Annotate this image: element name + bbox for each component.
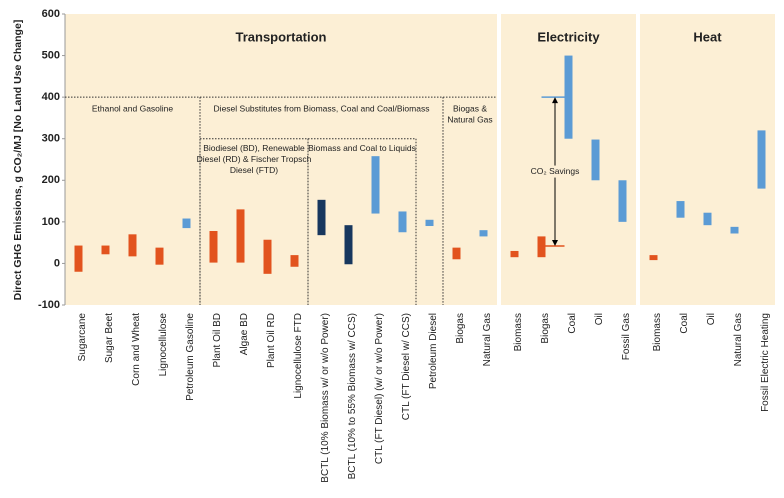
bar <box>676 201 685 218</box>
bar <box>182 218 191 229</box>
x-tick-label: Algae BD <box>239 313 250 355</box>
bar <box>344 225 353 265</box>
bar <box>537 236 546 258</box>
x-tick-label: Lignocellulose FTD <box>293 313 304 399</box>
bar <box>263 239 272 274</box>
y-axis-label: Direct GHG Emissions, g CO₂/MJ [No Land … <box>12 20 24 301</box>
annotation-label: CO₂ Savings <box>531 166 580 176</box>
x-tick-label: CTL (FT Diesel w/ CCS) <box>401 313 412 420</box>
bar <box>101 245 110 255</box>
bar <box>398 211 407 233</box>
bar <box>452 247 461 260</box>
y-tick-label: -100 <box>38 299 60 311</box>
x-tick-label: Lignocellulose <box>158 313 169 377</box>
y-tick-label: 600 <box>42 8 60 20</box>
subgroup-label: Diesel (FTD) <box>230 165 278 175</box>
panel-background <box>640 14 775 305</box>
panel-title: Electricity <box>537 29 600 44</box>
subgroup-label: Biodiesel (BD), Renewable <box>203 143 305 153</box>
bar <box>425 219 434 227</box>
bar <box>479 230 488 237</box>
x-tick-label: Biogas <box>540 313 551 344</box>
x-tick-label: Fossil Gas <box>621 313 632 360</box>
bar <box>209 231 218 263</box>
x-tick-label: Natural Gas <box>482 313 493 366</box>
x-tick-label: Oil <box>706 313 717 325</box>
x-tick-label: Corn and Wheat <box>131 313 142 386</box>
x-tick-label: Plant Oil BD <box>212 313 223 367</box>
x-tick-label: Sugarcane <box>77 313 88 362</box>
x-tick-label: BCTL (10% to 55% Biomass w/ CCS) <box>347 313 358 479</box>
x-tick-label: Biomass <box>513 313 524 351</box>
bar <box>591 139 600 181</box>
y-tick-label: 100 <box>42 216 60 228</box>
bar <box>618 180 627 222</box>
panel-title: Heat <box>693 29 722 44</box>
group-label: Ethanol and Gasoline <box>92 103 174 113</box>
group-label: Natural Gas <box>447 114 492 124</box>
subgroup-label: Diesel (RD) & Fischer Tropsch <box>197 154 312 164</box>
group-label: Biogas & <box>453 103 487 113</box>
arrow-head <box>552 239 558 246</box>
x-tick-label: Coal <box>567 313 578 334</box>
x-tick-label: CTL (FT Diesel) (w/ or w/o Power) <box>374 313 385 464</box>
bar <box>317 199 326 236</box>
y-tick-label: 0 <box>54 257 60 269</box>
x-tick-label: Biomass <box>652 313 663 351</box>
bar <box>730 226 739 234</box>
bar <box>155 247 164 265</box>
bar <box>236 209 245 263</box>
x-tick-label: Natural Gas <box>733 313 744 366</box>
bar <box>649 255 658 261</box>
panel-title: Transportation <box>235 29 326 44</box>
bar <box>371 156 380 214</box>
bar <box>703 212 712 226</box>
panel-background <box>65 14 497 305</box>
x-tick-label: Petroleum Gasoline <box>185 313 196 401</box>
group-label: Diesel Substitutes from Biomass, Coal an… <box>214 103 430 113</box>
x-tick-label: Oil <box>594 313 605 325</box>
x-tick-label: Coal <box>679 313 690 334</box>
y-tick-label: 300 <box>42 133 60 145</box>
bar <box>128 234 137 257</box>
x-tick-label: Biogas <box>455 313 466 344</box>
x-tick-label: Plant Oil RD <box>266 313 277 368</box>
arrow-head <box>552 97 558 104</box>
x-tick-label: Sugar Beet <box>104 313 115 363</box>
bar <box>74 245 83 272</box>
y-tick-label: 500 <box>42 49 60 61</box>
subgroup-label: Biomass and Coal to Liquids <box>308 143 416 153</box>
y-tick-label: 400 <box>42 91 60 103</box>
x-tick-label: Fossil Electric Heating <box>760 313 771 412</box>
x-tick-label: Petroleum Diesel <box>428 313 439 389</box>
x-tick-label: BCTL (10% Biomass w/ or w/o Power) <box>320 313 331 483</box>
bar <box>290 255 299 267</box>
y-tick-label: 200 <box>42 174 60 186</box>
annotation-background <box>530 165 580 178</box>
bar <box>510 250 519 258</box>
bar <box>757 130 766 189</box>
